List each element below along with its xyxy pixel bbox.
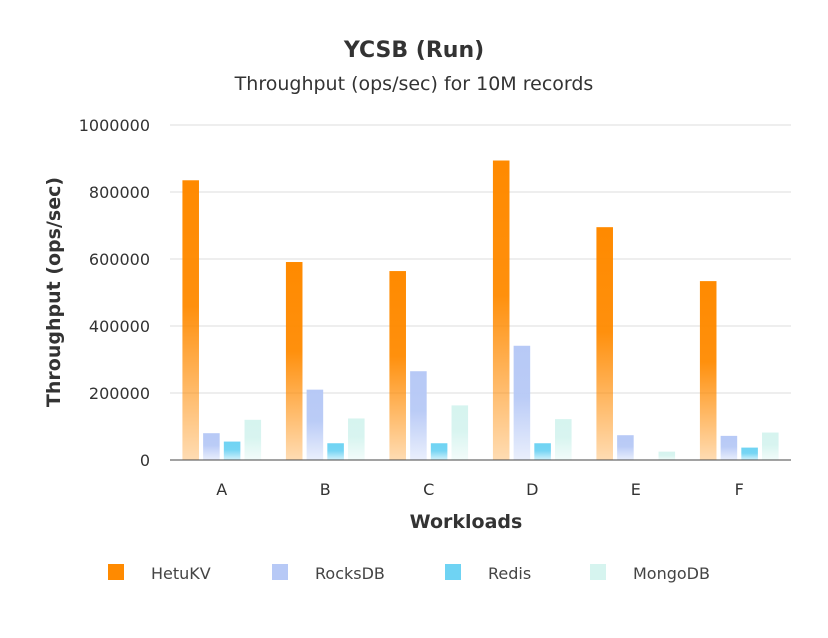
bar-redis-f [741,447,758,460]
legend-label-hetukv: HetuKV [151,564,211,583]
x-tick-label: C [423,480,434,499]
bar-rocksdb-c [410,371,427,460]
y-axis-title: Throughput (ops/sec) [43,177,65,407]
bar-rocksdb-e [617,435,634,460]
bar-hetukv-a [182,180,199,460]
bar-hetukv-e [596,227,613,460]
bar-redis-c [430,443,448,460]
y-tick-label: 1000000 [79,116,150,135]
bar-redis-d [534,443,551,460]
y-tick-label: 200000 [89,384,150,403]
x-tick-label: F [735,480,744,499]
bar-mongodb-c [451,405,469,460]
chart-subtitle: Throughput (ops/sec) for 10M records [234,73,594,95]
y-tick-labels: 0 200000 400000 600000 800000 1000000 [79,116,150,470]
chart-title: YCSB (Run) [343,38,484,63]
y-tick-label: 800000 [89,183,150,202]
bar-rocksdb-a [203,433,220,460]
x-tick-labels: A B C D E F [216,480,744,499]
y-tick-label: 400000 [89,317,150,336]
bar-rocksdb-f [720,435,738,460]
bar-mongodb-d [555,419,572,460]
bar-mongodb-f [762,432,779,460]
x-tick-label: D [526,480,538,499]
y-tick-label: 0 [140,451,150,470]
x-axis-title: Workloads [410,511,523,533]
bar-rocksdb-b [306,389,324,460]
legend-label-mongodb: MongoDB [633,564,710,583]
legend: HetuKV RocksDB Redis MongoDB [108,564,710,583]
legend-swatch-hetukv [108,564,124,580]
bar-redis-a [223,441,241,460]
legend-swatch-redis [445,564,461,580]
x-tick-label: A [216,480,227,499]
bar-hetukv-c [389,271,406,460]
gridlines [170,124,791,394]
bar-redis-b [327,443,344,460]
y-tick-label: 600000 [89,250,150,269]
bar-rocksdb-d [513,345,531,460]
bars [182,160,779,460]
legend-swatch-mongodb [590,564,606,580]
legend-swatch-rocksdb [272,564,288,580]
legend-label-rocksdb: RocksDB [315,564,385,583]
x-tick-label: B [320,480,331,499]
bar-hetukv-d [492,160,510,460]
bar-mongodb-a [244,419,262,460]
bar-hetukv-f [699,281,717,460]
bar-mongodb-b [348,418,365,460]
bar-mongodb-e [658,451,676,460]
legend-label-redis: Redis [488,564,531,583]
x-tick-label: E [631,480,641,499]
bar-hetukv-b [285,262,303,460]
